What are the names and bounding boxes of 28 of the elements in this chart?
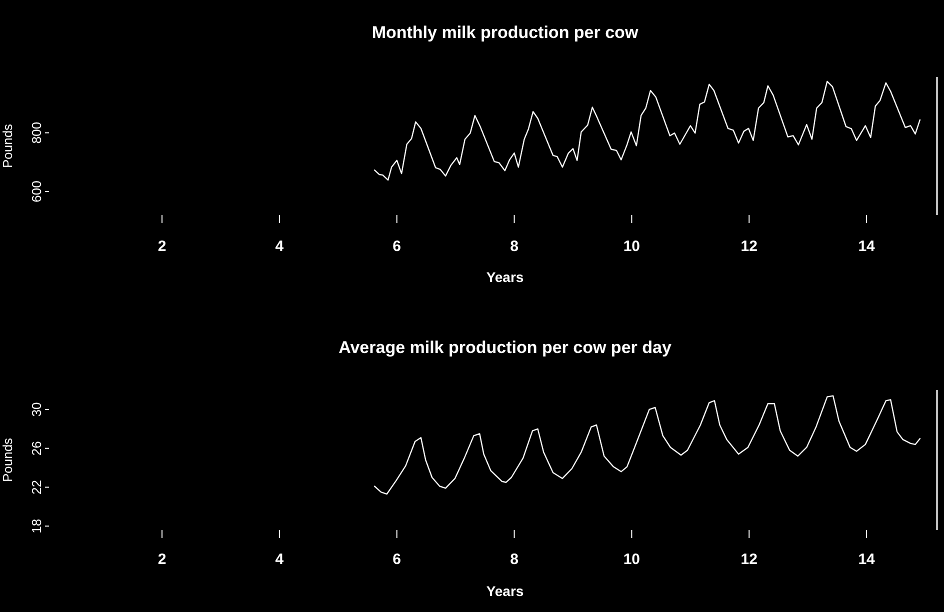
chart-title: Monthly milk production per cow bbox=[372, 23, 639, 42]
y-axis-title: Pounds bbox=[0, 123, 15, 168]
x-tick-label: 4 bbox=[275, 551, 284, 568]
y-tick-label: 26 bbox=[29, 441, 44, 456]
x-tick-label: 10 bbox=[623, 551, 640, 568]
x-axis-title: Years bbox=[486, 269, 524, 285]
y-tick-label: 30 bbox=[29, 402, 44, 417]
x-tick-label: 2 bbox=[158, 551, 166, 568]
x-tick-label: 6 bbox=[392, 238, 402, 255]
x-tick-label: 10 bbox=[623, 238, 640, 255]
x-axis-title: Years bbox=[486, 583, 524, 599]
x-tick-label: 14 bbox=[858, 551, 876, 568]
line-series bbox=[374, 395, 921, 495]
y-axis-title: Pounds bbox=[0, 437, 15, 482]
x-tick-label: 2 bbox=[158, 238, 166, 255]
x-tick-label: 12 bbox=[740, 551, 758, 568]
x-tick-label: 6 bbox=[392, 551, 402, 568]
y-tick-label: 22 bbox=[29, 480, 44, 494]
x-tick-label: 14 bbox=[858, 238, 876, 255]
x-tick-label: 8 bbox=[510, 551, 518, 568]
x-tick-label: 8 bbox=[510, 238, 518, 255]
line-series bbox=[374, 80, 921, 181]
x-tick-label: 4 bbox=[275, 238, 284, 255]
y-tick-label: 18 bbox=[29, 518, 44, 534]
y-tick-label: 600 bbox=[29, 180, 44, 202]
chart-title: Average milk production per cow per day bbox=[338, 338, 672, 357]
x-tick-label: 12 bbox=[740, 238, 758, 255]
y-tick-label: 800 bbox=[29, 122, 44, 144]
